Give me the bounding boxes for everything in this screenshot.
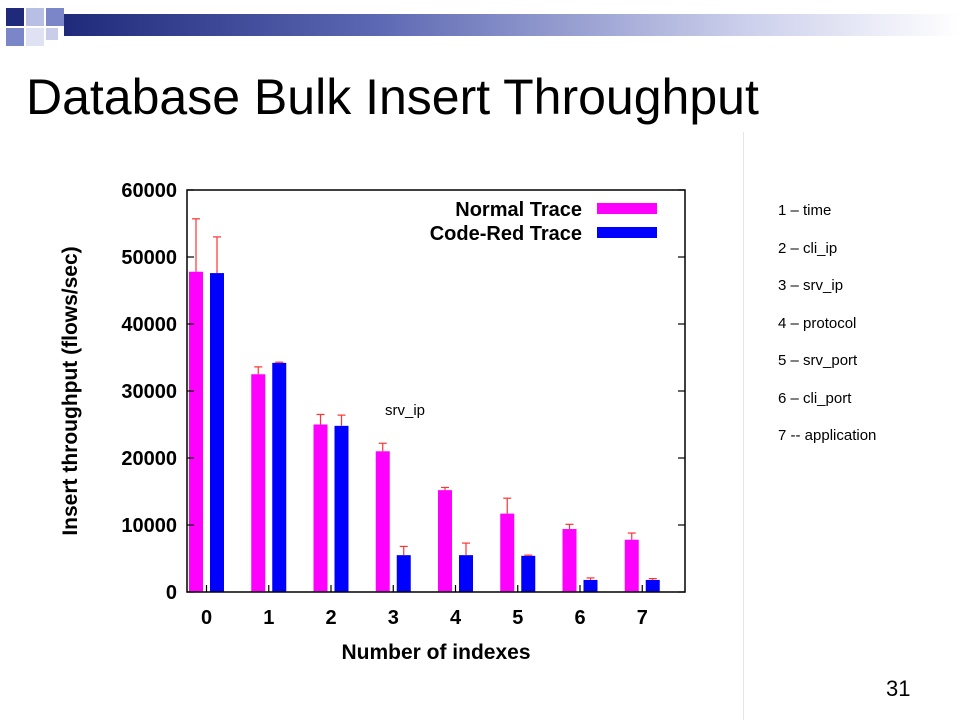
header-gradient-bar — [64, 14, 960, 36]
x-axis-label: Number of indexes — [341, 641, 530, 664]
y-tick-label: 30000 — [121, 381, 177, 403]
y-tick-label: 40000 — [121, 314, 177, 336]
bar — [645, 579, 660, 592]
header-square-mid — [6, 28, 24, 46]
y-axis-label: Insert throughput (flows/sec) — [59, 246, 82, 535]
index-legend-item: 1 – time — [778, 202, 832, 219]
bar — [562, 529, 577, 592]
x-tick-label: 2 — [325, 607, 336, 629]
bar — [251, 374, 266, 592]
header-square-mid-2 — [46, 8, 64, 26]
bar — [521, 555, 536, 592]
slide-title: Database Bulk Insert Throughput — [26, 69, 759, 125]
index-legend-item: 2 – cli_ip — [778, 239, 838, 257]
x-tick-label: 0 — [201, 607, 212, 629]
header-square-dark — [6, 8, 24, 26]
bar — [272, 362, 287, 592]
column-divider — [743, 132, 744, 720]
y-tick-label: 60000 — [121, 180, 177, 202]
x-tick-label: 7 — [637, 607, 648, 629]
bar — [624, 539, 639, 592]
y-tick-label: 10000 — [121, 515, 177, 537]
legend-label-normal: Normal Trace — [455, 199, 582, 221]
x-tick-label: 5 — [512, 607, 523, 629]
bar — [500, 513, 515, 592]
plot-frame — [186, 189, 686, 593]
bar — [189, 271, 203, 592]
bar — [375, 451, 390, 592]
index-legend-item: 6 – cli_port — [778, 389, 852, 407]
y-tick-label: 50000 — [121, 247, 177, 269]
chart-y-ticks: 0 10000 20000 30000 40000 50000 60000 — [121, 180, 685, 604]
index-legend-list: 1 – time 2 – cli_ip 3 – srv_ip 4 – proto… — [778, 200, 876, 463]
bar — [459, 555, 473, 592]
index-legend-item: 4 – protocol — [778, 314, 857, 332]
chart-x-ticks: 0 1 2 3 4 5 6 7 — [201, 585, 648, 629]
x-tick-label: 6 — [574, 607, 585, 629]
index-legend-item: 3 – srv_ip — [778, 277, 844, 294]
x-tick-label: 3 — [388, 607, 399, 629]
x-tick-label: 1 — [263, 607, 274, 629]
chart-bars — [189, 218, 660, 592]
bar — [210, 273, 224, 592]
page-number: 31 — [886, 676, 911, 701]
bar — [438, 490, 452, 592]
index-legend-item: 7 -- application — [778, 427, 877, 444]
bar — [583, 579, 598, 592]
x-tick-label: 4 — [450, 607, 462, 629]
y-tick-label: 0 — [166, 582, 177, 604]
y-tick-label: 20000 — [121, 448, 177, 470]
legend-swatch-normal — [597, 203, 657, 214]
legend-label-codered: Code-Red Trace — [430, 223, 582, 245]
header-square-light-2 — [26, 28, 44, 46]
chart-annotation: srv_ip — [385, 402, 425, 419]
bar — [313, 424, 328, 592]
legend-swatch-codered — [597, 227, 657, 238]
bar — [396, 555, 411, 592]
header-square-small — [46, 28, 58, 40]
header-square-light — [26, 8, 44, 26]
bar — [334, 425, 349, 592]
index-legend-item: 5 – srv_port — [778, 352, 858, 369]
